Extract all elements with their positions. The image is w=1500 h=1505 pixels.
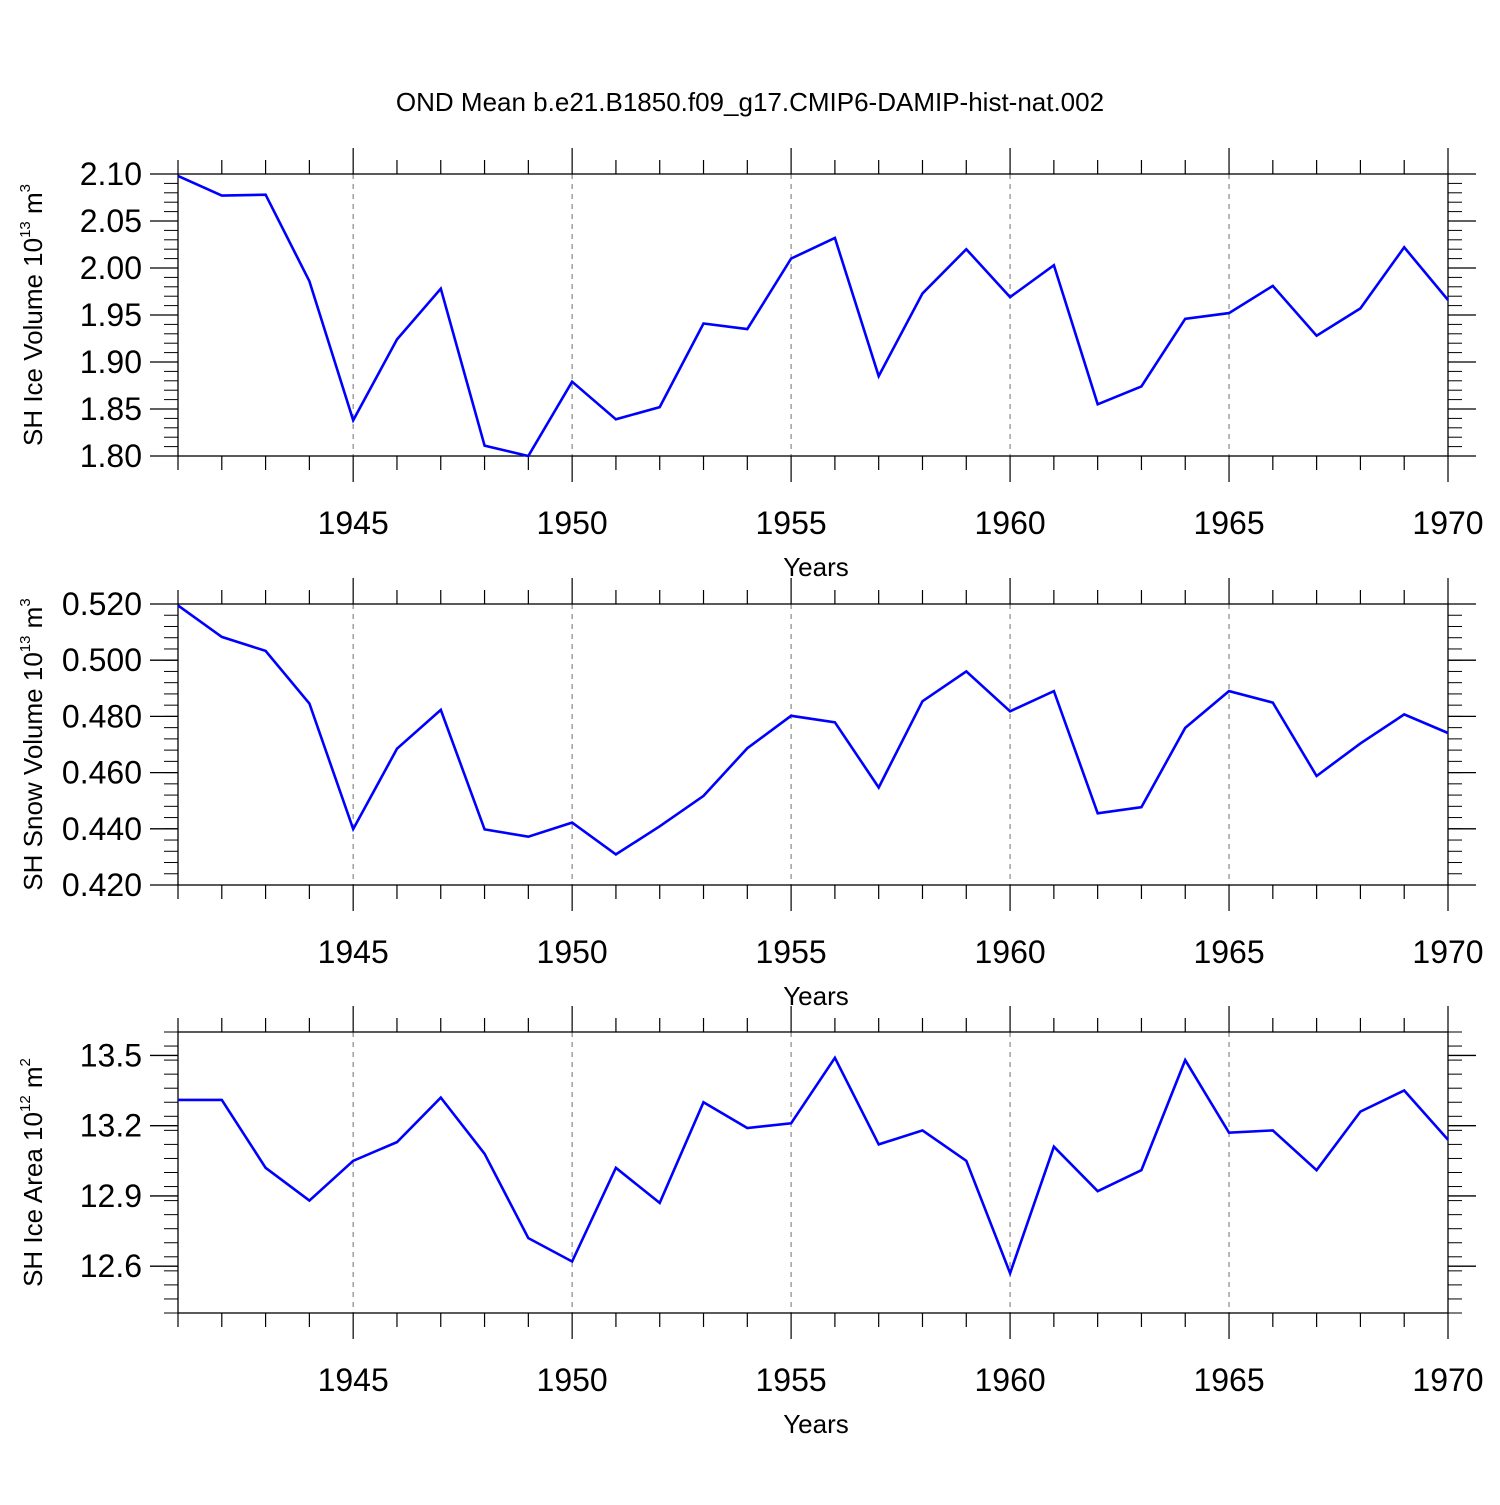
y-axis-title-unit: m: [18, 607, 48, 636]
y-tick-label: 0.520: [62, 586, 142, 622]
x-tick-label: 1960: [974, 934, 1045, 970]
y-tick-label: 1.80: [80, 438, 142, 474]
plot-frame: [177, 1031, 1449, 1314]
x-tick-label: 1945: [318, 934, 389, 970]
data-series-line: [178, 1055, 1449, 1277]
y-axis-title-exponent: 13: [17, 221, 34, 238]
plot-frame: [177, 603, 1449, 886]
y-axis-title-unit-exponent: 3: [17, 184, 34, 192]
y-tick-label: 1.95: [80, 297, 142, 333]
y-tick-label: 2.05: [80, 203, 142, 239]
y-tick-label: 0.440: [62, 811, 142, 847]
x-tick-label: 1950: [537, 934, 608, 970]
x-tick-label: 1950: [537, 1362, 608, 1398]
y-axis-title: SH Ice Area 1012 m2: [17, 1058, 48, 1287]
y-axis-title-exponent: 13: [17, 636, 34, 653]
y-tick-label: 12.6: [80, 1248, 142, 1284]
y-axis-title-unit: m: [18, 192, 48, 221]
x-tick-label: 1955: [756, 1362, 827, 1398]
y-tick-label: 1.90: [80, 344, 142, 380]
y-tick-label: 12.9: [80, 1178, 142, 1214]
y-axis-title: SH Snow Volume 1013 m3: [17, 598, 48, 890]
y-tick-label: 2.10: [80, 156, 142, 192]
x-tick-label: 1965: [1193, 505, 1264, 541]
y-axis-title-main: SH Ice Area 10: [18, 1112, 48, 1287]
y-axis-title: SH Ice Volume 1013 m3: [17, 184, 48, 446]
y-tick-label: 13.2: [80, 1108, 142, 1144]
y-axis-title-exponent: 12: [17, 1095, 34, 1112]
y-tick-label: 0.460: [62, 755, 142, 791]
x-tick-label: 1965: [1193, 1362, 1264, 1398]
x-tick-label: 1950: [537, 505, 608, 541]
x-tick-label: 1945: [318, 1362, 389, 1398]
x-axis-title: Years: [783, 552, 849, 582]
y-axis-title-unit-exponent: 3: [17, 598, 34, 606]
y-tick-label: 1.85: [80, 391, 142, 427]
y-axis-title-main: SH Snow Volume 10: [18, 652, 48, 890]
x-axis-title: Years: [783, 1409, 849, 1439]
y-axis-title-unit-exponent: 2: [17, 1058, 34, 1066]
x-tick-label: 1945: [318, 505, 389, 541]
x-tick-label: 1970: [1412, 505, 1483, 541]
chart-panel-3: 12.6 12.9 13.2 13.5 1945 1950 1955 1960 1965 1970…: [17, 1006, 1484, 1439]
x-tick-label: 1970: [1412, 1362, 1483, 1398]
x-tick-label: 1965: [1193, 934, 1264, 970]
y-tick-label: 13.5: [80, 1037, 142, 1073]
y-tick-label: 2.00: [80, 250, 142, 286]
x-tick-label: 1955: [756, 934, 827, 970]
chart-title: OND Mean b.e21.B1850.f09_g17.CMIP6-DAMIP…: [396, 87, 1104, 117]
x-axis-title: Years: [783, 981, 849, 1011]
x-tick-label: 1960: [974, 505, 1045, 541]
y-tick-label: 0.500: [62, 642, 142, 678]
x-tick-label: 1960: [974, 1362, 1045, 1398]
data-series-line: [177, 174, 1449, 458]
y-axis-title-main: SH Ice Volume 10: [18, 238, 48, 446]
data-series-line: [177, 604, 1449, 856]
x-tick-label: 1970: [1412, 934, 1483, 970]
chart-panel-1: 1.80 1.85 1.90 1.95 2.00 2.05 2.10 1945 1950 1955…: [17, 148, 1484, 582]
x-tick-label: 1955: [756, 505, 827, 541]
y-tick-label: 0.420: [62, 867, 142, 903]
y-tick-label: 0.480: [62, 698, 142, 734]
plot-frame: [177, 173, 1449, 457]
chart-panel-2: 0.420 0.440 0.460 0.480 0.500 0.520 1945 1950 19…: [17, 578, 1484, 1011]
y-axis-title-unit: m: [18, 1066, 48, 1095]
